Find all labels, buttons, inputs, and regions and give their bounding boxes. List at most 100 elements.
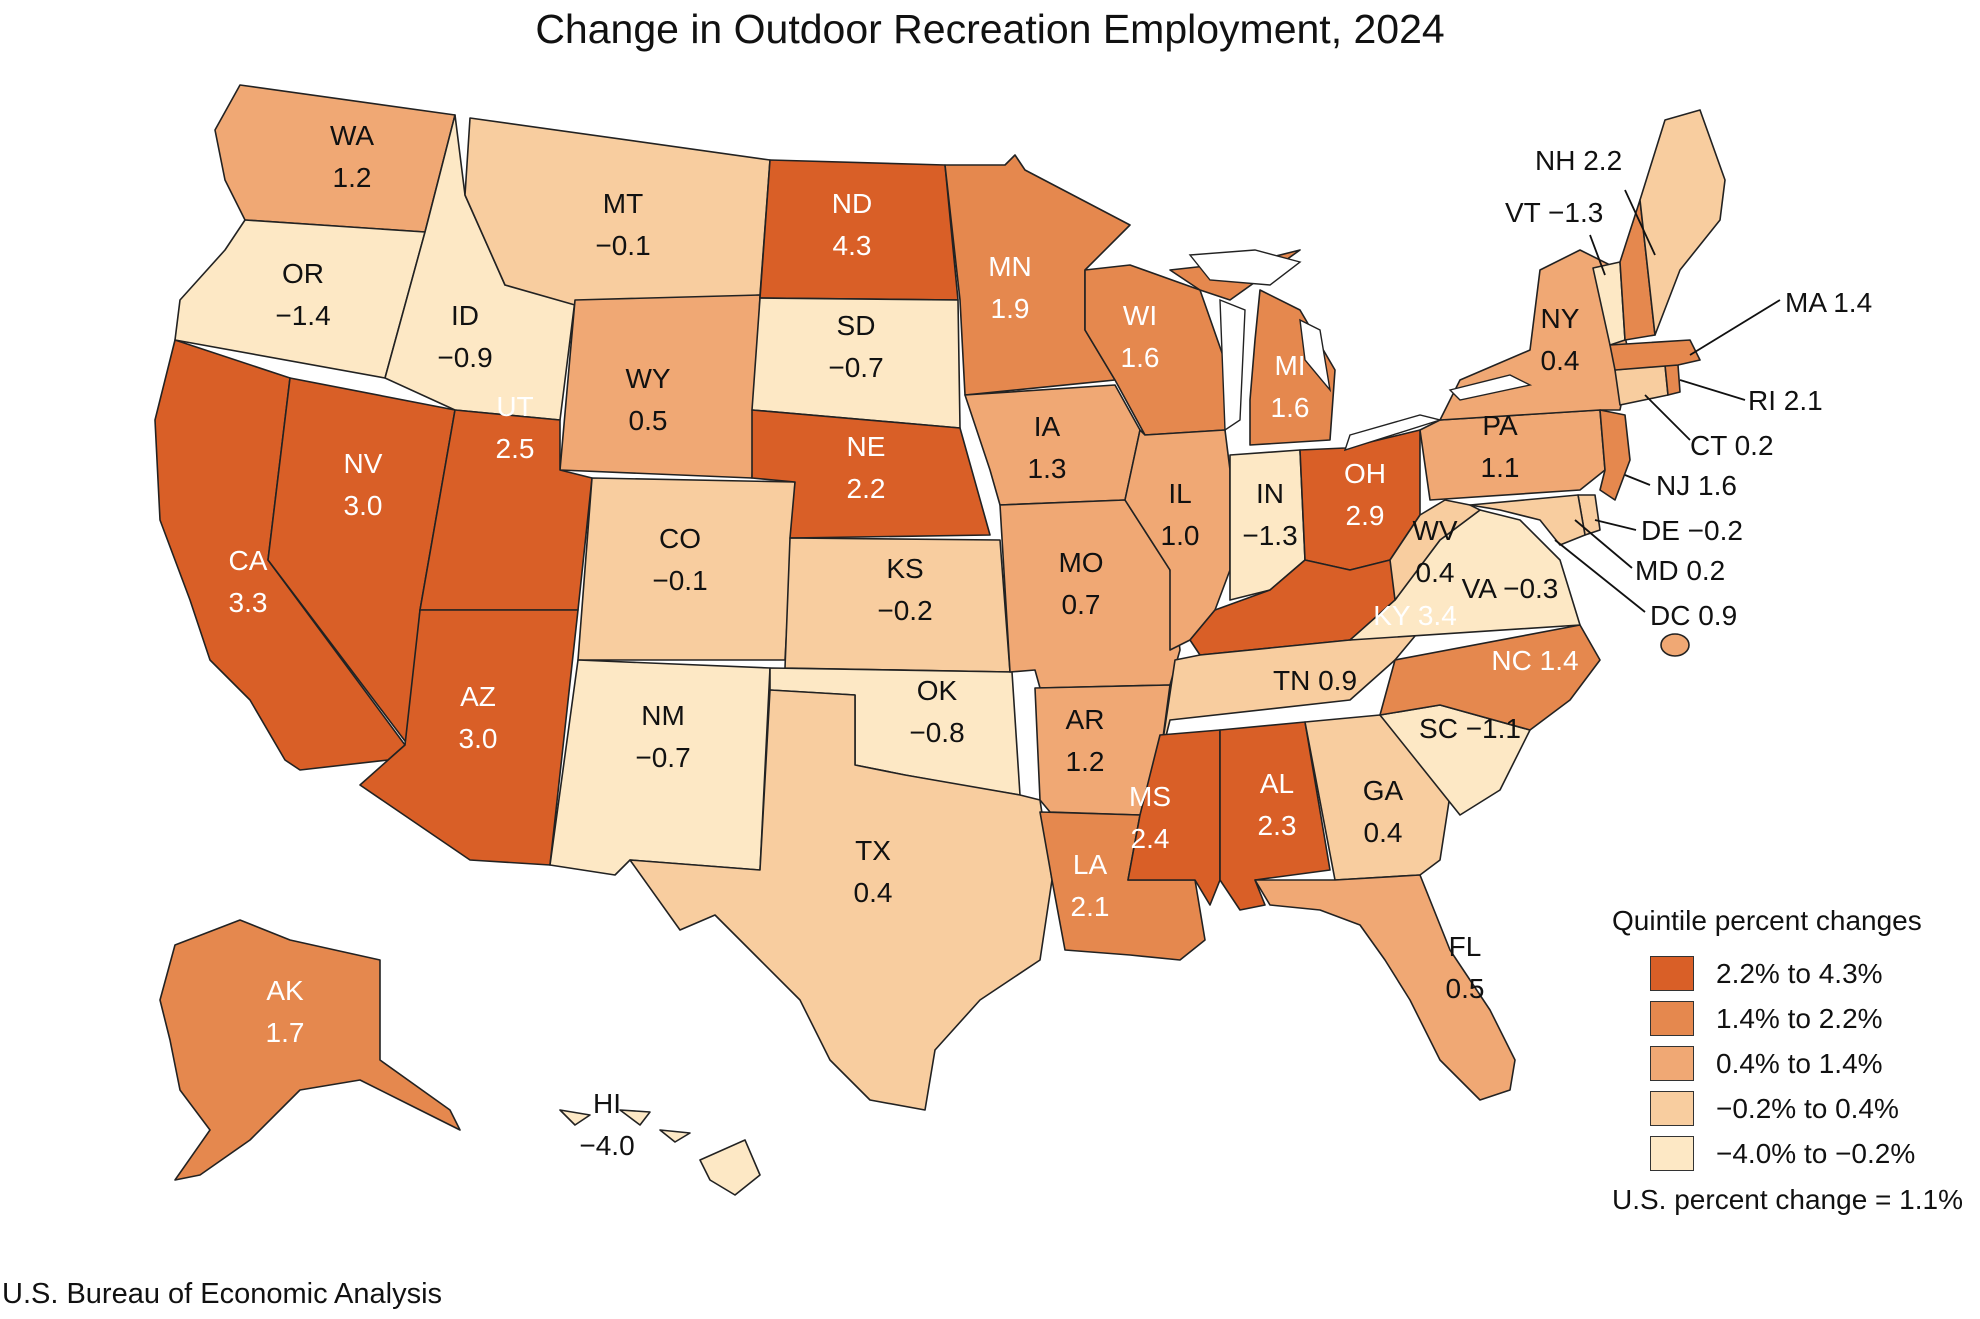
state-label-wa: WA (330, 120, 374, 151)
leader-line-ct (1644, 394, 1691, 441)
legend-item: −4.0% to −0.2% (1612, 1131, 1980, 1176)
legend-swatch (1650, 1046, 1694, 1081)
legend-label: −4.0% to −0.2% (1716, 1137, 1916, 1169)
legend-swatch (1650, 956, 1694, 991)
state-value-tx: 0.4 (854, 877, 893, 908)
state-label-mt: MT (603, 188, 643, 219)
state-callout-nh: NH 2.2 (1535, 145, 1622, 176)
legend-item: 0.4% to 1.4% (1612, 1041, 1980, 1086)
legend-item: 2.2% to 4.3% (1612, 951, 1980, 996)
leader-line-ma (1689, 299, 1781, 356)
state-value-al: 2.3 (1258, 810, 1297, 841)
state-label-ky: KY 3.4 (1373, 600, 1457, 631)
state-fl (1254, 874, 1516, 1101)
state-label-ne: NE (847, 431, 886, 462)
state-label-nc: NC 1.4 (1491, 645, 1578, 676)
state-callout-md: MD 0.2 (1635, 555, 1725, 586)
legend-title: Quintile percent changes (1612, 905, 1922, 936)
map-title: Change in Outdoor Recreation Employment,… (535, 6, 1445, 52)
state-value-id: −0.9 (437, 342, 492, 373)
state-value-wi: 1.6 (1121, 342, 1160, 373)
state-value-ok: −0.8 (909, 717, 964, 748)
state-value-oh: 2.9 (1346, 500, 1385, 531)
state-tx (629, 689, 1053, 1111)
state-value-or: −1.4 (275, 300, 330, 331)
state-label-id: ID (451, 300, 479, 331)
leader-line-nj (1624, 474, 1651, 486)
leader-line-de (1594, 519, 1637, 531)
legend-label: 2.2% to 4.3% (1716, 957, 1883, 989)
state-callout-vt: VT −1.3 (1505, 197, 1603, 228)
lake-shape (1343, 414, 1443, 452)
state-label-ms: MS (1129, 781, 1171, 812)
state-value-ak: 1.7 (266, 1017, 305, 1048)
state-label-ok: OK (917, 675, 958, 706)
legend-swatch (1650, 1001, 1694, 1036)
state-label-sd: SD (837, 310, 876, 341)
state-label-wy: WY (625, 363, 670, 394)
state-value-hi: −4.0 (579, 1130, 634, 1161)
state-label-mn: MN (988, 251, 1032, 282)
state-value-pa: 1.1 (1481, 452, 1520, 483)
legend: Quintile percent changes 2.2% to 4.3% 1.… (1612, 905, 1980, 1216)
state-value-in: −1.3 (1242, 520, 1297, 551)
state-label-la: LA (1073, 849, 1108, 880)
state-label-sc: SC −1.1 (1419, 713, 1521, 744)
state-label-nv: NV (344, 448, 383, 479)
state-me (1639, 109, 1726, 336)
state-label-ga: GA (1363, 775, 1404, 806)
state-label-ny: NY (1541, 303, 1580, 334)
us-percent-change: U.S. percent change = 1.1% (1612, 1184, 1963, 1215)
state-label-ar: AR (1066, 704, 1105, 735)
state-value-ut: 2.5 (496, 433, 535, 464)
state-nj (1599, 409, 1631, 501)
state-value-wa: 1.2 (333, 162, 372, 193)
state-label-tx: TX (855, 835, 891, 866)
legend-item: 1.4% to 2.2% (1612, 996, 1980, 1041)
state-ny (1439, 249, 1631, 421)
state-label-ak: AK (266, 975, 304, 1006)
state-value-fl: 0.5 (1446, 973, 1485, 1004)
state-label-co: CO (659, 523, 701, 554)
state-value-wy: 0.5 (629, 405, 668, 436)
state-ak (159, 919, 461, 1181)
leader-line-nh (1624, 189, 1656, 256)
source-credit: U.S. Bureau of Economic Analysis (2, 1278, 443, 1310)
state-label-va: VA −0.3 (1462, 573, 1559, 604)
state-value-az: 3.0 (459, 723, 498, 754)
state-label-wi: WI (1123, 300, 1157, 331)
state-value-co: −0.1 (652, 565, 707, 596)
state-value-ny: 0.4 (1541, 345, 1580, 376)
lake-shape (1188, 249, 1302, 286)
state-wv (1389, 499, 1481, 601)
state-hi (559, 1109, 761, 1196)
state-value-mi: 1.6 (1271, 392, 1310, 423)
state-label-nm: NM (641, 700, 685, 731)
state-dc-marker (1660, 633, 1690, 657)
legend-swatch (1650, 1091, 1694, 1126)
state-label-hi: HI (593, 1088, 621, 1119)
state-value-ga: 0.4 (1364, 817, 1403, 848)
state-label-ia: IA (1034, 411, 1061, 442)
state-label-il: IL (1168, 478, 1191, 509)
state-label-or: OR (282, 258, 324, 289)
legend-label: −0.2% to 0.4% (1716, 1092, 1899, 1124)
state-value-ca: 3.3 (229, 587, 268, 618)
state-value-nm: −0.7 (635, 742, 690, 773)
state-label-az: AZ (460, 681, 496, 712)
state-value-il: 1.0 (1161, 520, 1200, 551)
state-callout-dc: DC 0.9 (1650, 600, 1737, 631)
state-callout-de: DE −0.2 (1641, 515, 1743, 546)
state-value-ar: 1.2 (1066, 746, 1105, 777)
state-value-nd: 4.3 (833, 230, 872, 261)
state-wa (214, 84, 456, 233)
state-value-ia: 1.3 (1028, 453, 1067, 484)
state-ma (1609, 339, 1701, 371)
state-label-in: IN (1256, 478, 1284, 509)
state-ri (1664, 364, 1681, 396)
state-label-tn: TN 0.9 (1273, 665, 1357, 696)
state-callout-nj: NJ 1.6 (1656, 470, 1737, 501)
state-value-ks: −0.2 (877, 595, 932, 626)
state-label-al: AL (1260, 768, 1294, 799)
